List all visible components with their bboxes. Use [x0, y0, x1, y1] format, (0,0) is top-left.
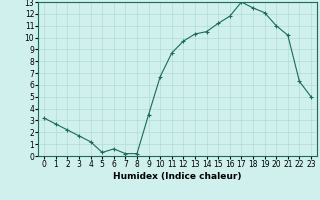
X-axis label: Humidex (Indice chaleur): Humidex (Indice chaleur): [113, 172, 242, 181]
